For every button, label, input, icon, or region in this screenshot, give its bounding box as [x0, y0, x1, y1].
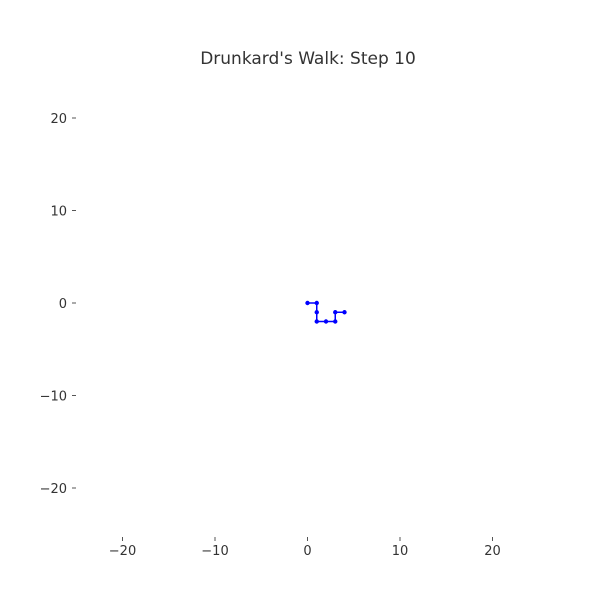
walk-step-point [314, 310, 319, 315]
walk-step-point [333, 319, 338, 324]
x-tick-label: 20 [484, 544, 501, 559]
x-axis: −20 −10 0 10 20 [109, 537, 501, 559]
y-tick-label: 10 [50, 205, 67, 220]
y-tick-label: 0 [59, 297, 67, 312]
walk-step-point [342, 310, 347, 315]
x-tick-label: −20 [109, 544, 136, 559]
y-tick-label: −10 [40, 390, 67, 405]
x-tick-label: −10 [201, 544, 228, 559]
walk-step-point [323, 319, 329, 324]
y-tick-label: −20 [40, 482, 67, 497]
y-tick-label: 20 [50, 112, 67, 127]
walk-step-point [314, 300, 319, 306]
walk-step-point [314, 319, 319, 324]
walk-path-line [307, 302, 345, 323]
chart-title: Drunkard's Walk: Step 10 [200, 49, 416, 69]
walk-step-point [305, 300, 310, 306]
x-tick-label: 10 [392, 544, 409, 559]
walk-step-point [333, 310, 338, 315]
plot-area [305, 300, 347, 324]
y-axis: 20 10 0 −10 −20 [40, 112, 76, 497]
x-tick-label: 0 [303, 544, 311, 559]
